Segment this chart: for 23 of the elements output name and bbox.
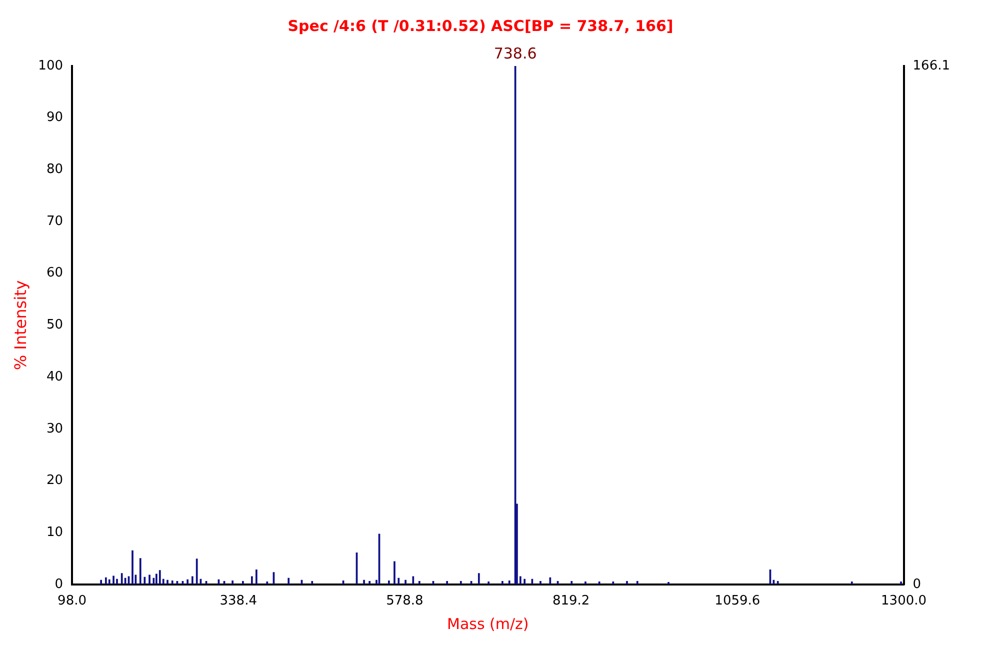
x-tick-label: 819.2 (552, 594, 590, 609)
y-tick-label: 60 (46, 266, 64, 281)
y-tick-label: 20 (46, 473, 64, 488)
chart-title: Spec /4:6 (T /0.31:0.52) ASC[BP = 738.7, 166] (288, 16, 674, 35)
y-tick-label: 100 (38, 58, 64, 74)
y2-tick-label: 166.1 (912, 58, 950, 74)
x-tick-label: 338.4 (220, 594, 257, 609)
x-axis-title: Mass (m/z) (447, 614, 529, 633)
y-tick-label: 90 (46, 110, 64, 126)
x-tick-label: 1300.0 (881, 594, 927, 609)
annotation: 738.6 (494, 44, 537, 62)
y-tick-label: 80 (46, 162, 64, 178)
y-tick-label: 70 (46, 214, 64, 229)
x-tick-label: 1059.6 (714, 594, 760, 609)
y-axis-title: % Intensity (10, 280, 30, 370)
y-tick-label: 30 (46, 421, 64, 436)
y-tick-label: 50 (46, 318, 64, 333)
y-tick-label: 0 (54, 576, 64, 592)
y2-tick-label: 0 (912, 576, 922, 592)
x-tick-label: 578.8 (386, 594, 424, 609)
y-tick-label: 40 (46, 369, 64, 384)
x-tick-label: 98.0 (58, 594, 86, 609)
y-tick-label: 10 (46, 524, 64, 540)
